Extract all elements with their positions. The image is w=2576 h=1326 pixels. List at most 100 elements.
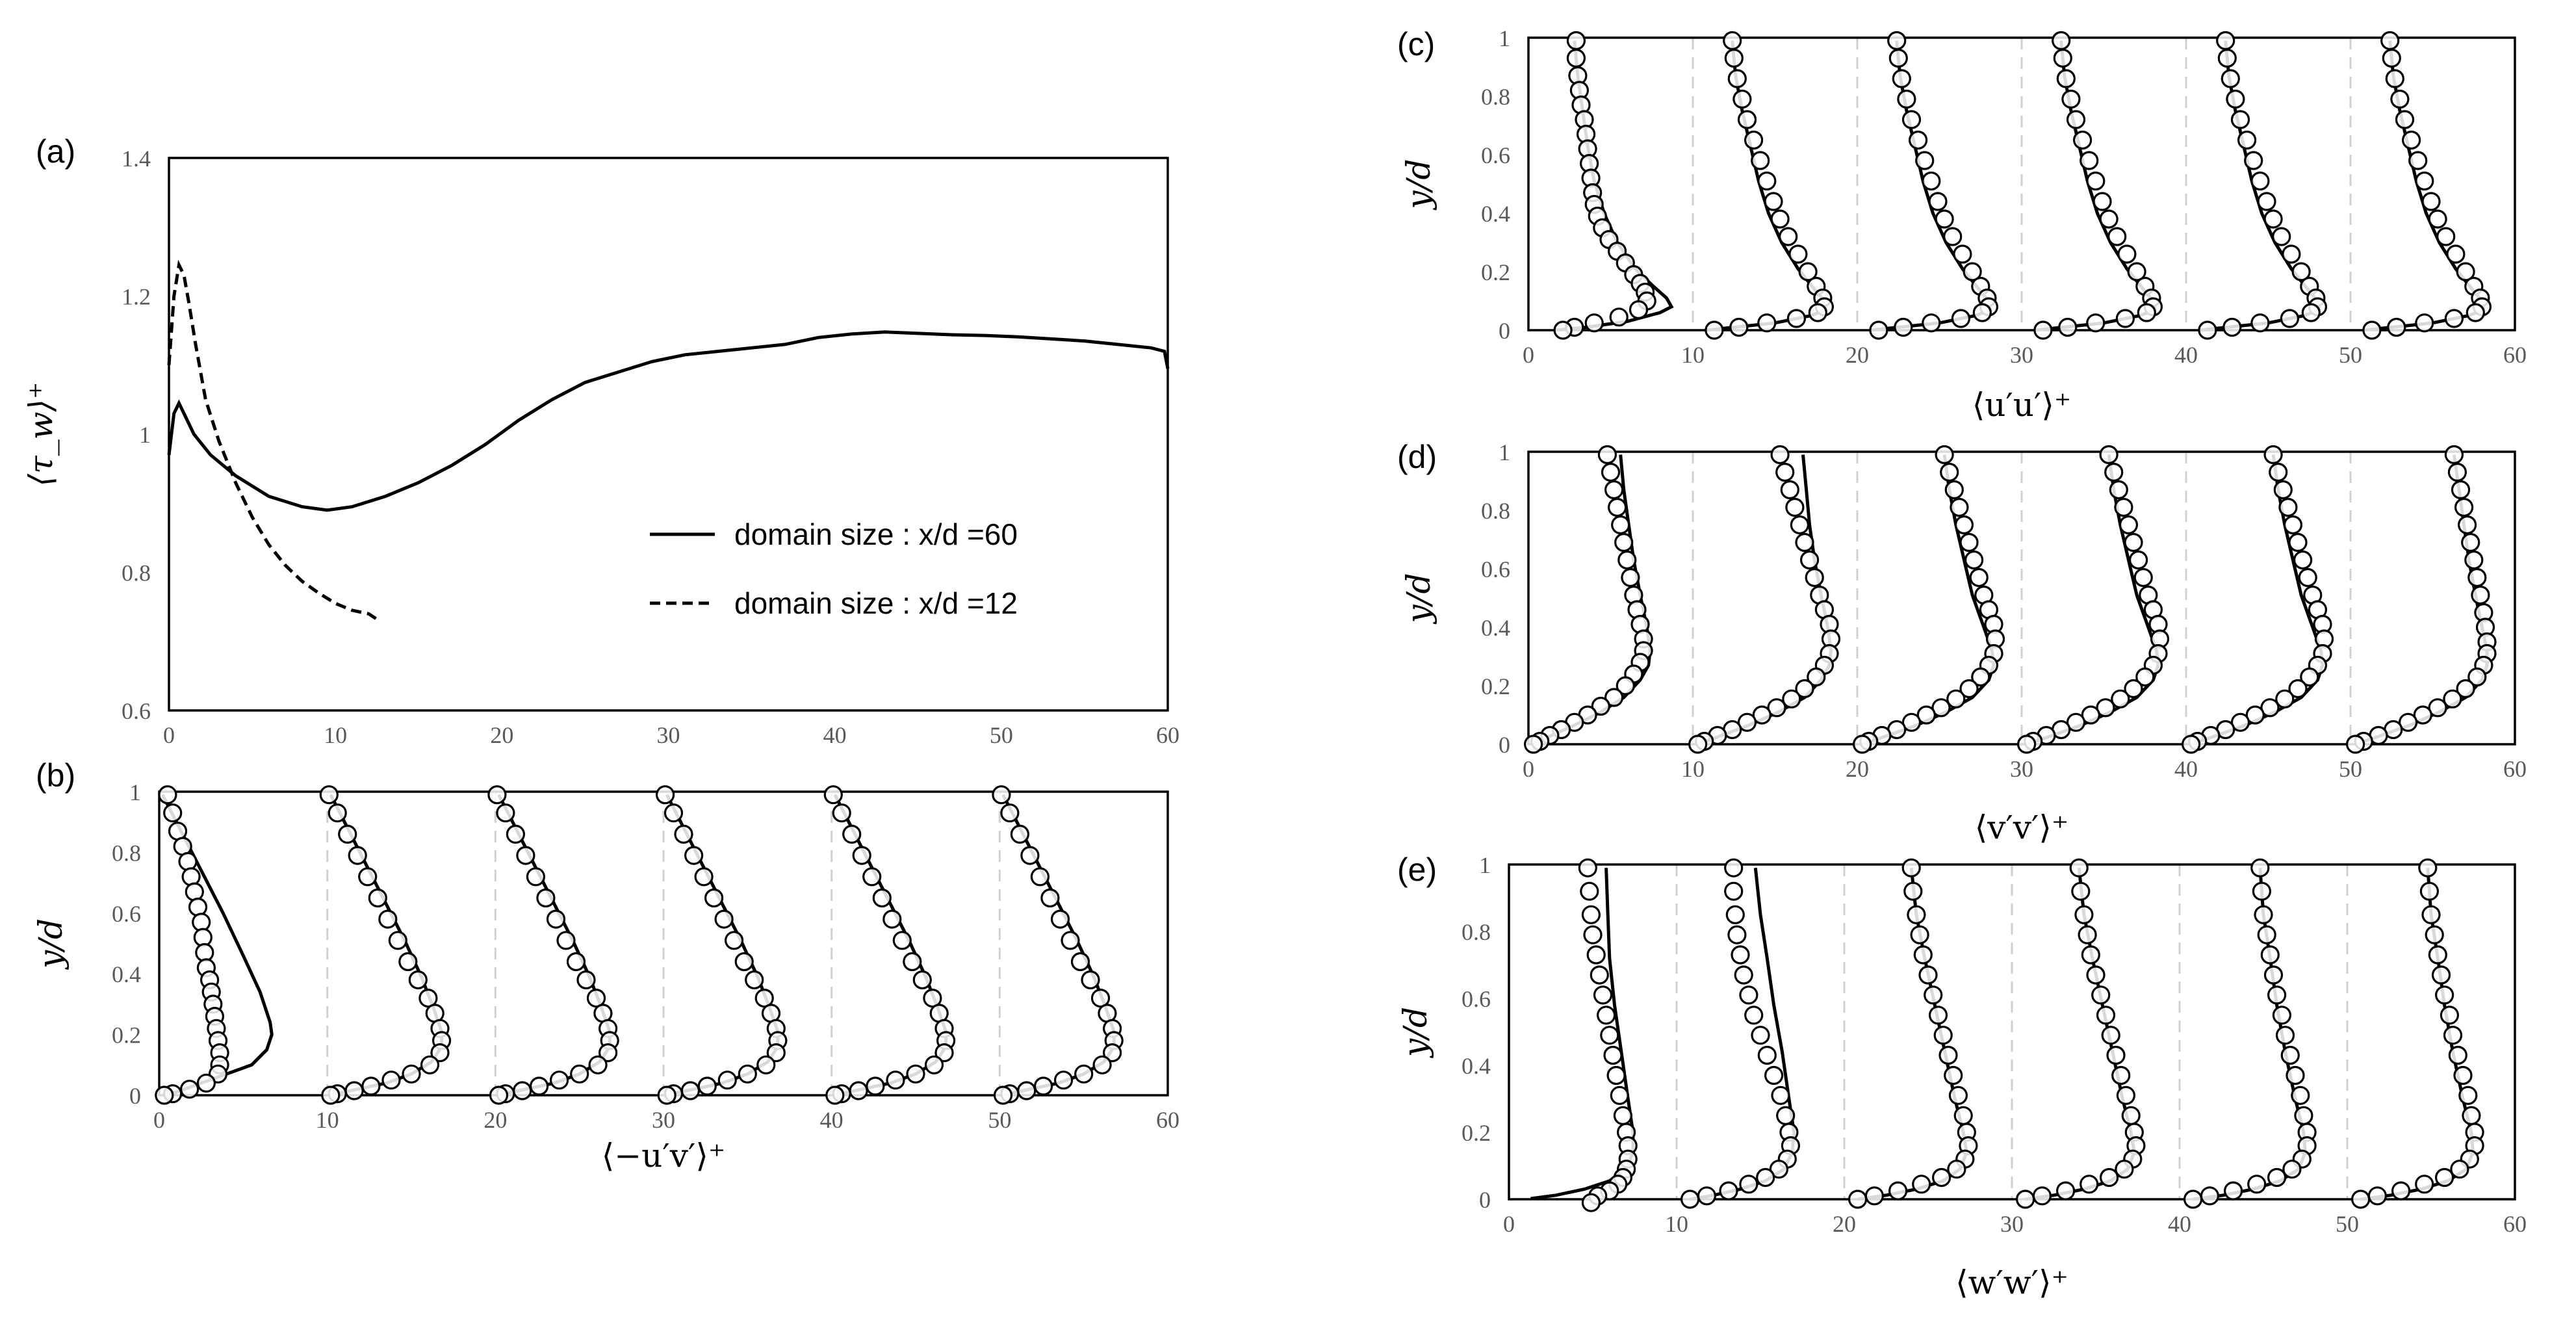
data-point — [1770, 209, 1790, 229]
data-point — [556, 931, 576, 950]
data-point — [1924, 985, 1943, 1005]
data-point — [1727, 69, 1747, 88]
data-point — [430, 1043, 450, 1063]
y-tick-label: 0.4 — [1481, 201, 1510, 227]
data-point — [402, 1064, 421, 1084]
data-point — [2056, 69, 2076, 88]
legend-label: domain size : x/d =12 — [734, 586, 1018, 620]
panel-b: 0 10 20 30 40 50 60 0 0.2 0.4 0.6 0.8 1 (b) y/d ⟨−u′v′⟩… — [32, 757, 1179, 1175]
panel-label: (b) — [36, 757, 75, 794]
data-point — [2435, 1167, 2454, 1188]
data-point — [1597, 445, 1617, 465]
data-point — [697, 1076, 717, 1096]
data-point — [1524, 734, 1543, 754]
data-point — [1785, 497, 1805, 517]
data-point — [2230, 712, 2250, 732]
data-point — [319, 785, 339, 805]
data-point — [2216, 31, 2235, 51]
data-point — [2217, 48, 2237, 68]
data-point — [516, 846, 535, 865]
data-point — [1601, 462, 1621, 482]
profile-line — [2026, 454, 2160, 746]
data-point — [2382, 48, 2401, 68]
data-point — [2115, 1160, 2134, 1179]
data-point — [1757, 313, 1777, 333]
data-point — [2133, 567, 2153, 588]
y-tick-label: 0.8 — [1481, 498, 1510, 524]
data-point — [1951, 309, 1970, 328]
data-point — [1603, 1045, 1623, 1065]
data-point — [1744, 1006, 1764, 1025]
data-point — [1578, 858, 1597, 878]
data-point — [1751, 1026, 1770, 1045]
data-point — [2111, 689, 2130, 708]
data-point — [588, 1055, 608, 1074]
y-tick-label: 0.8 — [1462, 919, 1491, 945]
data-point — [906, 1064, 925, 1084]
data-point — [1901, 110, 1922, 129]
data-point — [1948, 1086, 1968, 1105]
data-point — [1020, 846, 1040, 865]
data-point — [1764, 1065, 1784, 1086]
data-point — [1888, 1181, 1908, 1201]
data-point — [2380, 31, 2400, 51]
data-point — [1944, 480, 1964, 500]
data-point — [1566, 31, 1586, 51]
data-point — [2104, 462, 2124, 482]
data-point — [872, 888, 892, 908]
data-point — [1590, 965, 1609, 985]
data-point — [196, 1073, 216, 1093]
data-point — [2017, 734, 2037, 754]
data-point — [1943, 227, 1963, 246]
data-point — [2346, 734, 2365, 754]
data-point — [2086, 965, 2106, 985]
data-point — [745, 970, 764, 990]
data-point — [1616, 676, 1635, 696]
data-point — [2237, 130, 2257, 150]
data-point — [181, 867, 201, 887]
data-point — [1053, 1071, 1074, 1090]
data-point — [546, 909, 566, 929]
data-point — [663, 803, 684, 823]
data-point — [2099, 209, 2119, 229]
data-point — [1591, 696, 1610, 716]
data-point — [1971, 667, 1990, 687]
data-point — [1606, 1065, 1626, 1086]
panel-label: (d) — [1397, 439, 1437, 475]
data-point — [2272, 1006, 2291, 1025]
data-point — [2117, 244, 2137, 264]
data-point — [1944, 1065, 1963, 1086]
y-tick-label: 0.6 — [112, 901, 141, 927]
y-axis-label: y/d — [1400, 573, 1437, 624]
data-point — [368, 888, 387, 908]
data-point — [2300, 667, 2319, 687]
x-tick-label: 60 — [2503, 1211, 2527, 1237]
data-point — [598, 1043, 618, 1063]
data-point — [2100, 1167, 2119, 1188]
data-point — [1580, 881, 1599, 901]
data-point — [2124, 532, 2143, 552]
x-tick-label: 10 — [316, 1107, 339, 1133]
data-point — [1629, 300, 1649, 320]
data-point — [1853, 734, 1872, 754]
data-point — [2435, 985, 2454, 1005]
data-point — [2291, 262, 2311, 281]
data-point — [2278, 497, 2298, 517]
data-point — [2447, 462, 2467, 482]
x-tick-label: 50 — [988, 1107, 1011, 1133]
data-point — [2419, 881, 2439, 901]
y-tick-label: 0.4 — [1462, 1053, 1491, 1079]
y-tick-label: 1 — [139, 422, 151, 448]
x-axis-label: ⟨v′v′⟩⁺ — [1975, 809, 2069, 846]
data-point — [1894, 317, 1913, 337]
data-point — [2450, 1160, 2469, 1179]
data-point — [2461, 532, 2480, 552]
data-point — [823, 785, 843, 805]
data-point — [738, 1064, 757, 1084]
data-point — [2390, 89, 2410, 109]
data-point — [2224, 1181, 2243, 1201]
y-axis-label: y/d — [32, 918, 70, 970]
data-point — [1608, 497, 1627, 517]
data-point — [536, 888, 556, 908]
data-point — [862, 867, 882, 887]
